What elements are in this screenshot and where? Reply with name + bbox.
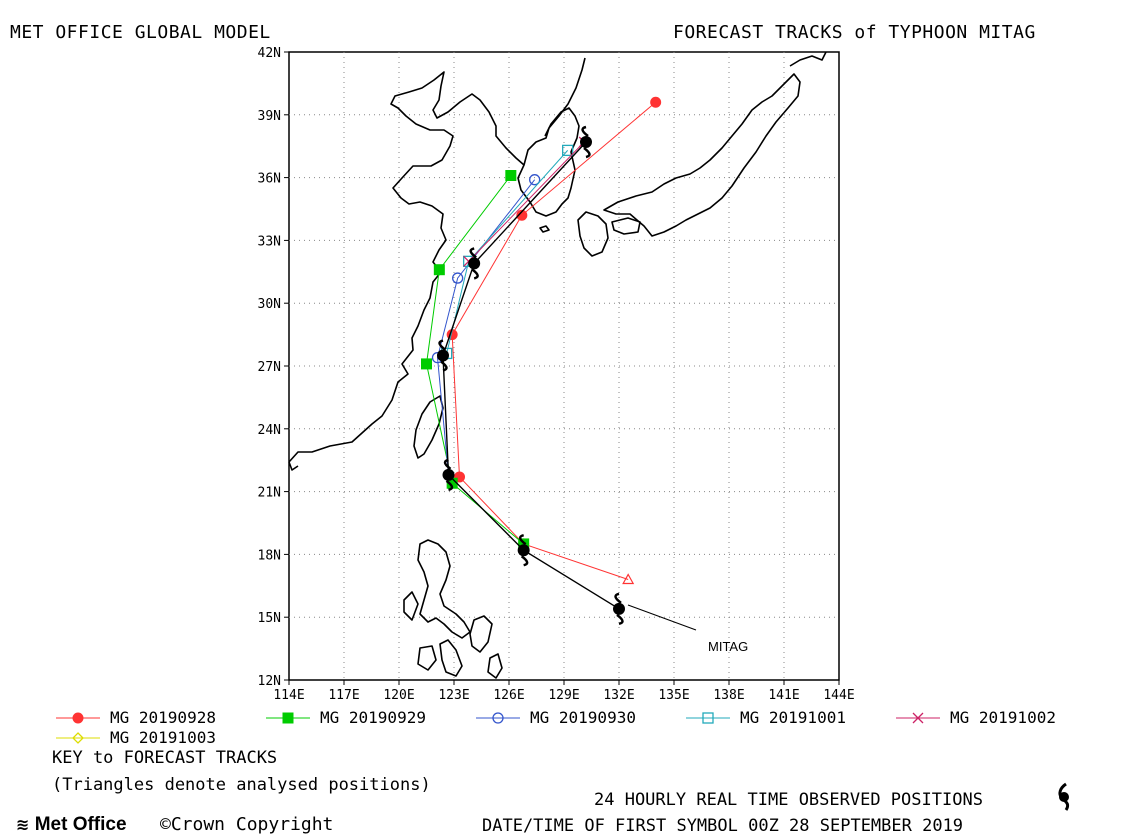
coastline-honshu: [603, 73, 801, 237]
track-line: [468, 141, 585, 262]
typhoon-symbol-icon: [517, 534, 530, 567]
lat-tick-label: 18N: [258, 548, 281, 563]
observed-track: [437, 125, 625, 626]
typhoon-symbol-arm: [581, 125, 591, 159]
lon-tick-label: 141E: [768, 688, 799, 703]
legend-marker: [912, 712, 924, 724]
typhoon-symbol-icon: [468, 247, 481, 280]
lon-tick-label: 135E: [658, 688, 689, 703]
coastline-jeju: [539, 225, 550, 233]
storm-label: MITAG: [708, 639, 748, 654]
crown-copyright: ©Crown Copyright: [160, 814, 334, 835]
typhoon-symbol-icon: [613, 592, 625, 626]
track-point: [421, 358, 432, 370]
lon-tick-label: 126E: [493, 688, 524, 703]
map-grid: [289, 52, 839, 680]
lon-tick-label: 129E: [548, 688, 579, 703]
axis-ticks: 114E 117E 120E 123E 126E 129E 132E 135E 138E 141E…: [258, 46, 855, 703]
lat-tick-label: 39N: [258, 109, 281, 124]
legend-marker: [282, 712, 294, 724]
coastline-mainland: [288, 57, 586, 463]
track-line: [451, 101, 656, 580]
typhoon-symbol-arm: [438, 339, 448, 372]
typhoon-symbol-core: [437, 349, 449, 362]
typhoon-symbol-icon: [580, 125, 592, 159]
typhoon-symbol-arm: [614, 592, 624, 626]
track-line: [436, 179, 536, 475]
typhoon-symbol-core: [442, 468, 455, 481]
coastline-luzon: [417, 539, 471, 639]
lon-tick-label: 123E: [438, 688, 469, 703]
typhoon-symbol-arm: [518, 534, 529, 567]
track-point: [505, 170, 517, 182]
coastline-panay: [417, 645, 437, 671]
coastline-kyushu: [577, 211, 609, 257]
legend-marker: [492, 712, 504, 724]
met-office-logo: ≋ Met Office: [16, 814, 127, 836]
coastline-visayas: [439, 639, 463, 677]
lat-tick-label: 27N: [258, 360, 281, 375]
legend-item-label: MG 20190930: [530, 708, 636, 727]
lat-tick-label: 42N: [258, 46, 281, 61]
lon-tick-label: 114E: [273, 688, 304, 703]
legend-item-label: MG 20191001: [740, 708, 846, 727]
legend-item-label: MG 20190928: [110, 708, 216, 727]
track-point: [650, 96, 662, 108]
typhoon-symbol-arm: [443, 458, 454, 492]
lat-tick-label: 30N: [258, 297, 281, 312]
lat-tick-label: 12N: [258, 674, 281, 689]
coastline-leyte: [487, 653, 503, 679]
lat-tick-label: 24N: [258, 423, 281, 438]
track-point: [562, 144, 574, 157]
track-point: [529, 174, 541, 186]
legend-marker: [702, 712, 714, 724]
observed-track-line: [442, 141, 620, 610]
legend-item-label: MG 20191002: [950, 708, 1056, 727]
left-title: MET OFFICE GLOBAL MODEL: [10, 22, 271, 43]
storm-label-leader: [627, 604, 697, 631]
coastline-hokkaido: [789, 51, 827, 67]
first-symbol-date: DATE/TIME OF FIRST SYMBOL 00Z 28 SEPTEMB…: [482, 816, 964, 836]
lat-tick-label: 21N: [258, 486, 281, 501]
legend-key-title: KEY to FORECAST TRACKS: [52, 748, 278, 768]
met-office-logo-icon: ≋: [16, 817, 30, 834]
coastline-shikoku: [611, 217, 641, 235]
met-office-logo-text: Met Office: [34, 814, 127, 835]
legend-marker: [72, 732, 84, 744]
typhoon-symbol-core: [613, 602, 625, 615]
lat-tick-label: 36N: [258, 172, 281, 187]
typhoon-symbol-icon: [437, 339, 449, 372]
lon-tick-label: 138E: [713, 688, 744, 703]
typhoon-symbol-icon: [442, 458, 455, 492]
lon-tick-label: 117E: [328, 688, 359, 703]
legend-item-label: MG 20190929: [320, 708, 426, 727]
typhoon-symbol-core: [580, 136, 592, 149]
track-point: [433, 264, 445, 276]
track-point: [516, 209, 528, 221]
right-title: FORECAST TRACKS of TYPHOON MITAG: [673, 22, 1036, 43]
legend-triangles-note: (Triangles denote analysed positions): [52, 775, 431, 795]
coastline-south-china: [288, 461, 299, 471]
lat-tick-label: 15N: [258, 611, 281, 626]
lon-tick-label: 120E: [383, 688, 414, 703]
observed-symbol-icon: [1058, 782, 1070, 811]
coastline-samar: [469, 615, 493, 653]
legend-item-label: MG 20191003: [110, 728, 216, 747]
typhoon-symbol-core: [517, 544, 530, 557]
legend-observed-note: 24 HOURLY REAL TIME OBSERVED POSITIONS: [594, 790, 983, 810]
lat-tick-label: 33N: [258, 234, 281, 249]
legend-marker: [72, 712, 84, 724]
track-point: [452, 272, 464, 284]
legend-marks: [56, 712, 940, 744]
lon-tick-label: 144E: [823, 688, 854, 703]
coastlines: [288, 51, 827, 679]
typhoon-symbol-core: [468, 257, 481, 270]
typhoon-symbol-arm: [469, 247, 479, 280]
coastline-mindoro: [403, 591, 419, 621]
lon-tick-label: 132E: [603, 688, 634, 703]
track-point: [622, 573, 635, 585]
